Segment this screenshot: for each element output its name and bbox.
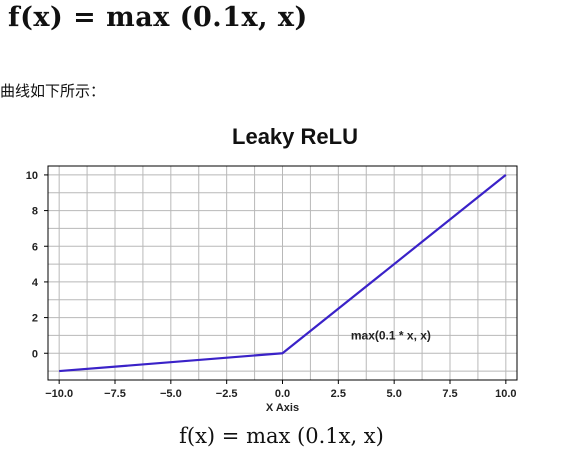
- y-tick-label: 2: [32, 313, 38, 325]
- caption-text: 曲线如下所示：: [0, 82, 106, 100]
- grid-lines: [48, 166, 517, 380]
- series-line: [59, 174, 507, 373]
- y-tick-label: 6: [32, 241, 38, 253]
- chart-title: Leaky ReLU: [232, 124, 358, 149]
- x-tick-label: 10.0: [495, 388, 516, 400]
- y-tick-label: 4: [32, 277, 39, 289]
- leaky-relu-chart: −10.0 −7.5 −5.0 −2.5 0.0 2.5 5.0 7.5 10.0 0 2 4 6 8 1…: [26, 165, 518, 414]
- x-tick-label: 2.5: [331, 388, 346, 400]
- x-ticks: −10.0 −7.5 −5.0 −2.5 0.0 2.5 5.0 7.5 10.0: [45, 380, 517, 400]
- y-tick-label: 8: [32, 206, 38, 218]
- x-tick-label: −5.0: [160, 388, 182, 400]
- x-axis-label: X Axis: [266, 402, 299, 414]
- y-tick-label: 0: [32, 348, 38, 360]
- y-ticks: 0 2 4 6 8 10: [26, 170, 48, 360]
- x-tick-label: 7.5: [442, 388, 457, 400]
- series-annotation: max(0.1 * x, x): [351, 328, 431, 342]
- x-tick-label: −2.5: [216, 388, 238, 400]
- formula-heading: f(x) = max (0.1x, x): [8, 2, 308, 33]
- x-tick-label: −7.5: [104, 388, 126, 400]
- formula-footer: f(x) = max (0.1x, x): [179, 424, 384, 448]
- series-layer: [59, 174, 507, 373]
- x-tick-label: −10.0: [45, 388, 73, 400]
- x-tick-label: 0.0: [275, 388, 290, 400]
- y-tick-label: 10: [26, 170, 38, 182]
- x-tick-label: 5.0: [387, 388, 402, 400]
- chart-container: Leaky ReLU −10.0 −7.5 −5.0 −2.5 0.0 2.5 5.0 7.5…: [0, 110, 563, 420]
